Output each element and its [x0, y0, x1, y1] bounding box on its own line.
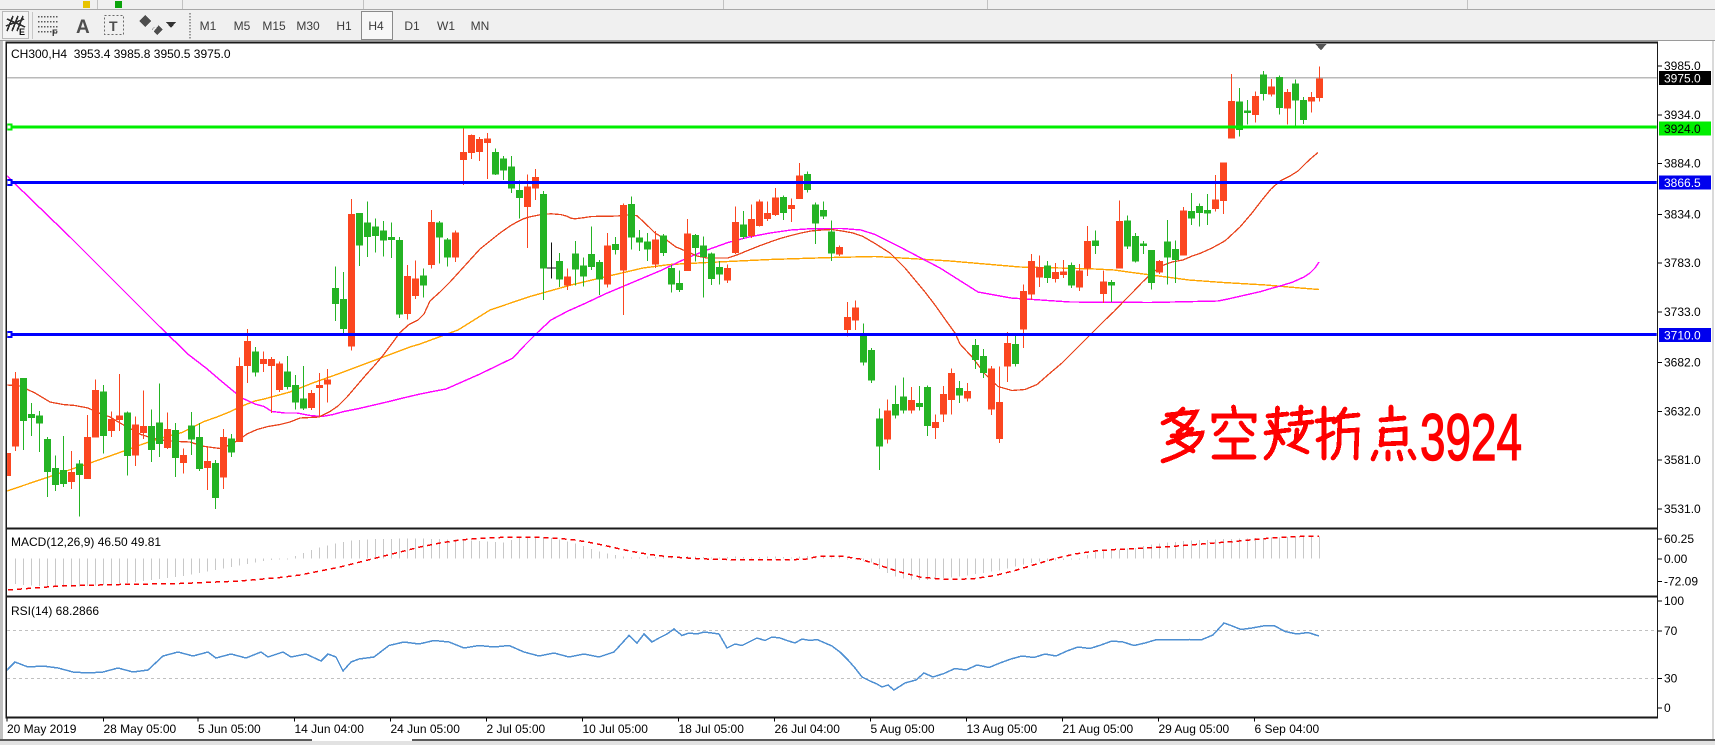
svg-text:3581.0: 3581.0 [1664, 453, 1701, 467]
svg-text:5 Aug 05:00: 5 Aug 05:00 [871, 722, 935, 736]
svg-text:2 Jul 05:00: 2 Jul 05:00 [487, 722, 546, 736]
svg-text:3924.0: 3924.0 [1664, 122, 1701, 136]
svg-text:24 Jun 05:00: 24 Jun 05:00 [391, 722, 461, 736]
svg-text:28 May 05:00: 28 May 05:00 [104, 722, 177, 736]
svg-text:0: 0 [1664, 701, 1671, 715]
svg-text:W1: W1 [437, 19, 455, 33]
svg-text:26 Jul 04:00: 26 Jul 04:00 [775, 722, 841, 736]
svg-text:M1: M1 [200, 19, 217, 33]
svg-text:21 Aug 05:00: 21 Aug 05:00 [1063, 722, 1134, 736]
svg-text:3924: 3924 [1420, 400, 1522, 474]
svg-text:18 Jul 05:00: 18 Jul 05:00 [679, 722, 745, 736]
svg-text:3632.0: 3632.0 [1664, 405, 1701, 419]
svg-text:3733.0: 3733.0 [1664, 305, 1701, 319]
svg-text:13 Aug 05:00: 13 Aug 05:00 [967, 722, 1038, 736]
svg-text:F: F [52, 28, 58, 38]
svg-text:100: 100 [1664, 594, 1684, 608]
svg-text:10 Jul 05:00: 10 Jul 05:00 [583, 722, 649, 736]
svg-text:30: 30 [1664, 672, 1678, 686]
svg-text:5 Jun 05:00: 5 Jun 05:00 [198, 722, 261, 736]
svg-text:3682.0: 3682.0 [1664, 356, 1701, 370]
svg-text:3834.0: 3834.0 [1664, 208, 1701, 222]
svg-text:M30: M30 [296, 19, 320, 33]
svg-text:6 Sep 04:00: 6 Sep 04:00 [1255, 722, 1320, 736]
svg-text:3866.5: 3866.5 [1664, 176, 1701, 190]
svg-text:3531.0: 3531.0 [1664, 502, 1701, 516]
svg-text:3710.0: 3710.0 [1664, 329, 1701, 343]
svg-text:MN: MN [471, 19, 490, 33]
svg-text:M5: M5 [234, 19, 251, 33]
svg-text:A: A [76, 17, 90, 38]
svg-text:70: 70 [1664, 624, 1678, 638]
svg-text:E: E [19, 27, 25, 37]
svg-text:3985.0: 3985.0 [1664, 59, 1701, 73]
svg-text:14 Jun 04:00: 14 Jun 04:00 [295, 722, 365, 736]
svg-text:3783.0: 3783.0 [1664, 256, 1701, 270]
svg-text:3934.0: 3934.0 [1664, 108, 1701, 122]
svg-text:M15: M15 [262, 19, 286, 33]
svg-text:20 May 2019: 20 May 2019 [7, 722, 77, 736]
svg-text:29 Aug 05:00: 29 Aug 05:00 [1159, 722, 1230, 736]
svg-text:3975.0: 3975.0 [1664, 72, 1701, 86]
svg-text:H4: H4 [368, 19, 384, 33]
svg-text:RSI(14) 68.2866: RSI(14) 68.2866 [11, 604, 99, 618]
svg-text:CH300,H4 3953.4 3985.8 3950.5: CH300,H4 3953.4 3985.8 3950.5 3975.0 [11, 47, 231, 61]
svg-text:H1: H1 [336, 19, 352, 33]
svg-text:T: T [109, 18, 118, 34]
svg-text:60.25: 60.25 [1664, 532, 1694, 546]
svg-text:MACD(12,26,9) 46.50 49.81: MACD(12,26,9) 46.50 49.81 [11, 535, 161, 549]
svg-text:3884.0: 3884.0 [1664, 157, 1701, 171]
svg-text:-72.09: -72.09 [1664, 575, 1698, 589]
svg-text:D1: D1 [404, 19, 420, 33]
svg-text:0.00: 0.00 [1664, 552, 1688, 566]
